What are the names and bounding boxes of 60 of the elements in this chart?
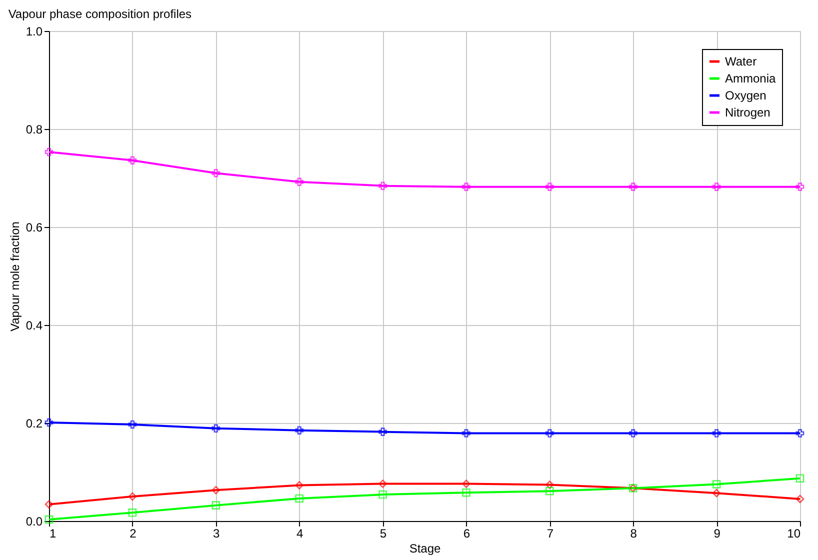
point	[378, 428, 387, 436]
y-tick-label: 0.6	[26, 220, 43, 234]
legend-label: Oxygen	[725, 88, 766, 102]
y-axis-title: Vapour mole fraction	[8, 222, 22, 332]
point	[378, 490, 387, 499]
x-tick-label: 10	[787, 526, 801, 540]
y-tick-label: 1.0	[26, 24, 43, 38]
x-tick-label: 6	[463, 526, 470, 540]
point	[712, 488, 721, 498]
legend-label: Water	[725, 54, 757, 68]
point	[128, 420, 137, 429]
point	[212, 424, 220, 433]
x-tick-label: 4	[296, 526, 304, 540]
point	[128, 492, 137, 501]
x-tick-label: 7	[546, 526, 554, 540]
point	[796, 494, 804, 504]
point	[628, 429, 638, 438]
point	[796, 429, 804, 438]
point	[796, 182, 804, 191]
point	[44, 500, 54, 508]
x-tick-label: 9	[714, 526, 721, 540]
legend-label: Nitrogen	[725, 106, 770, 120]
point	[462, 488, 470, 497]
point	[295, 481, 304, 490]
x-tick-label: 5	[380, 526, 387, 540]
x-tick-label: 2	[130, 526, 137, 540]
point	[212, 168, 220, 178]
point	[462, 429, 470, 438]
y-tick-label: 0.8	[26, 122, 43, 136]
x-tick-label: 8	[630, 526, 638, 540]
y-tick-label: 0.0	[26, 514, 43, 528]
point	[546, 486, 554, 496]
point	[212, 486, 220, 494]
point	[546, 480, 554, 489]
y-tick-label: 0.4	[26, 318, 43, 332]
point	[712, 182, 721, 191]
point	[546, 182, 554, 191]
point	[128, 508, 137, 517]
point	[295, 426, 304, 434]
point	[462, 182, 470, 191]
point	[796, 474, 804, 483]
point	[546, 429, 554, 438]
point	[44, 148, 54, 156]
point	[712, 480, 721, 488]
point	[212, 501, 220, 510]
point	[378, 182, 387, 190]
point	[295, 494, 304, 503]
point	[44, 418, 54, 427]
x-tick-label: 1	[50, 526, 56, 540]
point	[128, 156, 137, 164]
chart-title: Vapour phase composition profiles	[8, 7, 192, 21]
point	[628, 182, 638, 191]
x-axis-title: Stage	[409, 542, 442, 556]
point	[295, 178, 304, 186]
legend-label: Ammonia	[725, 72, 776, 86]
y-tick-label: 0.2	[26, 416, 43, 430]
point	[378, 480, 387, 488]
point	[712, 429, 721, 438]
point	[462, 480, 470, 488]
x-tick-label: 3	[213, 526, 220, 540]
